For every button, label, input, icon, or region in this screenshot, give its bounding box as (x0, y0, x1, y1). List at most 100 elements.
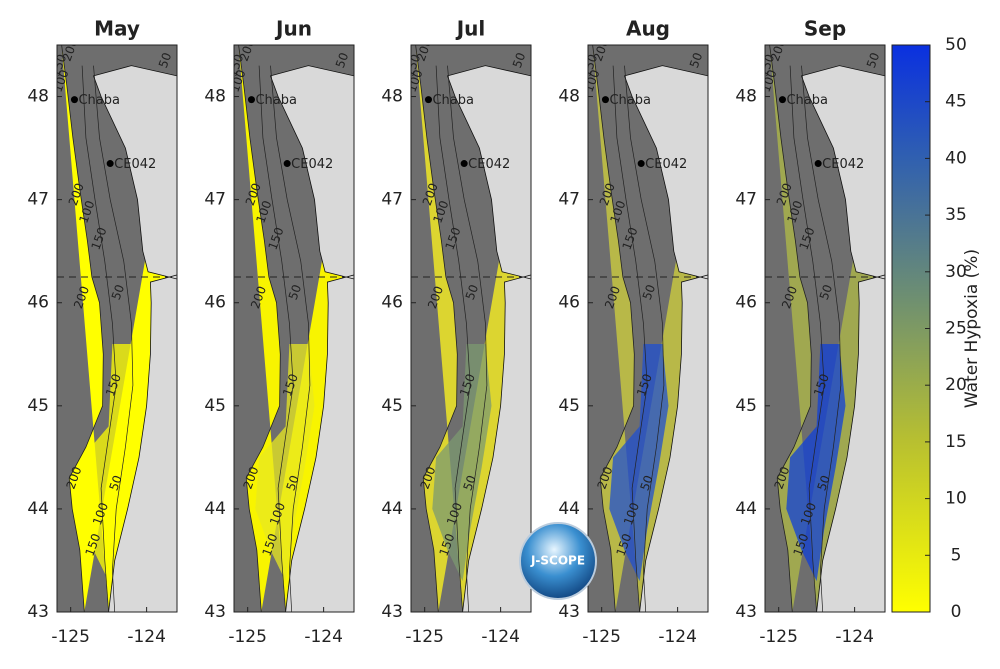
hypoxic-core (609, 344, 669, 582)
panel-title: Jun (274, 17, 312, 41)
panel-title: Aug (626, 17, 670, 41)
y-tick-label: 47 (558, 190, 580, 210)
x-tick-label: -125 (582, 627, 621, 647)
station (460, 160, 468, 168)
contour (612, 65, 648, 612)
x-tick-label: -125 (51, 627, 90, 647)
contour-label: 50 (463, 283, 481, 302)
colorbar-tick-label: 45 (945, 92, 967, 112)
y-tick-label: 46 (204, 293, 226, 313)
station (106, 160, 114, 168)
y-tick-label: 46 (735, 293, 757, 313)
y-tick-label: 45 (381, 396, 403, 416)
logo-text: J-SCOPE (530, 554, 585, 568)
station-label: CE042 (468, 157, 510, 172)
x-tick-label: -124 (127, 627, 166, 647)
y-tick-label: 43 (204, 602, 226, 622)
contour (801, 65, 842, 612)
colorbar-tick-label: 40 (945, 148, 967, 168)
contour (61, 45, 104, 612)
colorbar-tick-label: 30 (945, 262, 967, 282)
panel-title: Sep (804, 17, 846, 41)
station (283, 160, 291, 168)
y-tick-label: 48 (27, 87, 49, 107)
station (601, 96, 609, 104)
contour (270, 65, 311, 612)
panel-title: May (94, 17, 140, 41)
station (637, 160, 645, 168)
station-label: Chaba (432, 93, 474, 108)
y-tick-label: 44 (204, 499, 226, 519)
contour (258, 65, 294, 612)
y-tick-label: 47 (735, 190, 757, 210)
colorbar (891, 44, 931, 613)
logo-badge (519, 522, 597, 600)
y-tick-label: 47 (27, 190, 49, 210)
colorbar-tick-label: 0 (951, 602, 962, 622)
y-tick-label: 45 (735, 396, 757, 416)
contour-label: 50 (109, 283, 127, 302)
y-tick-label: 43 (735, 602, 757, 622)
colorbar-tick-label: 10 (945, 489, 967, 509)
station-label: CE042 (822, 157, 864, 172)
contour-label: 50 (638, 473, 656, 492)
axes-frame (410, 44, 532, 613)
station-label: CE042 (645, 157, 687, 172)
contour (93, 65, 134, 612)
colorbar-tick-label: 35 (945, 205, 967, 225)
contour (238, 45, 281, 612)
station (778, 96, 786, 104)
y-tick-label: 45 (27, 396, 49, 416)
hypoxic-core (78, 344, 138, 582)
x-tick-label: -124 (304, 627, 343, 647)
land (800, 65, 885, 612)
y-tick-label: 44 (27, 499, 49, 519)
y-tick-label: 48 (558, 87, 580, 107)
y-tick-label: 44 (381, 499, 403, 519)
axes-frame (764, 44, 886, 613)
contour-label: 50 (284, 473, 302, 492)
contour-label: 50 (107, 473, 125, 492)
contour (447, 65, 488, 612)
colorbar-tick-label: 5 (951, 545, 962, 565)
y-tick-label: 43 (381, 602, 403, 622)
panel-title: Jul (455, 17, 486, 41)
y-tick-label: 48 (381, 87, 403, 107)
x-tick-label: -125 (405, 627, 444, 647)
contour-label: 50 (286, 283, 304, 302)
x-tick-label: -125 (759, 627, 798, 647)
y-tick-label: 48 (204, 87, 226, 107)
station-label: Chaba (78, 93, 120, 108)
station (424, 96, 432, 104)
land (623, 65, 708, 612)
station-label: Chaba (609, 93, 651, 108)
land (269, 65, 354, 612)
hypoxic-core (432, 344, 492, 582)
contour-label: 50 (156, 51, 174, 70)
y-tick-label: 44 (558, 499, 580, 519)
y-tick-label: 43 (27, 602, 49, 622)
station (814, 160, 822, 168)
contour (769, 45, 812, 612)
contour (415, 45, 458, 612)
y-tick-label: 47 (381, 190, 403, 210)
colorbar-label: Water Hypoxia (%) (962, 249, 982, 408)
colorbar-tick-label: 20 (945, 375, 967, 395)
hypoxic-core (255, 344, 315, 582)
axes-frame (56, 44, 178, 613)
x-tick-label: -125 (228, 627, 267, 647)
hypoxic-core (786, 344, 846, 582)
y-tick-label: 44 (735, 499, 757, 519)
x-tick-label: -124 (835, 627, 874, 647)
land (92, 65, 177, 612)
contour-label: 50 (461, 473, 479, 492)
colorbar-tick-label: 50 (945, 35, 967, 55)
station (247, 96, 255, 104)
station-label: CE042 (114, 157, 156, 172)
contour (592, 45, 635, 612)
